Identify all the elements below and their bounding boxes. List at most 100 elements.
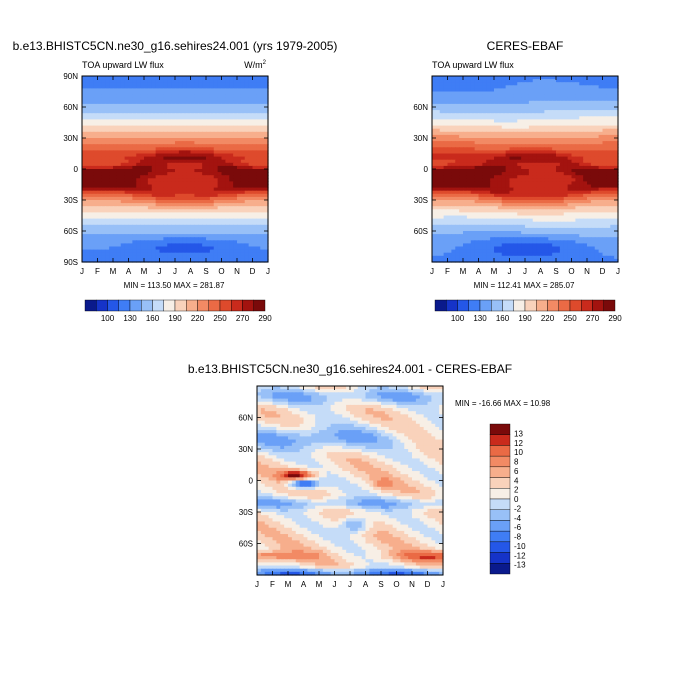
model-panel-cell [229,107,234,111]
model-panel-cell [105,224,110,229]
model-panel-cell [240,231,246,235]
model-panel-cell [229,144,234,148]
obs-panel-cell [594,88,600,93]
model-panel-cell [144,169,149,173]
model-panel-cell [248,156,254,161]
model-panel-cell [248,234,254,238]
obs-panel-cell [443,150,449,155]
obs-panel-cell [494,138,499,142]
model-panel-cell [93,243,99,248]
model-panel-cell [186,258,192,263]
obs-panel-cell [567,116,573,120]
model-panel-cell [97,237,102,241]
obs-panel-cell [463,184,468,189]
obs-panel-cell [614,187,619,192]
obs-panel-cell [602,116,607,120]
obs-panel-cell [517,190,522,195]
obs-panel-cell [567,125,573,130]
obs-panel-cell [567,85,573,89]
obs-panel-cell [556,141,561,145]
model-panel-cell [116,150,122,155]
obs-panel-cell [598,141,604,145]
model-panel-cell [144,175,149,179]
model-panel-cell [175,88,180,93]
obs-panel-cell [590,159,596,164]
model-panel-cell [209,196,215,201]
obs-panel-cell [521,153,526,158]
model-panel-cell [82,91,87,96]
obs-panel-cell [466,88,472,93]
model-panel-cell [240,203,246,207]
obs-panel-cell [447,122,452,127]
model-panel-cell [116,138,122,142]
model-panel-cell [252,94,257,99]
obs-panel-cell [443,113,449,117]
obs-panel-cell [598,184,604,189]
model-panel-cell [82,128,87,133]
model-panel-cell [109,128,114,133]
model-panel-cell [182,224,188,229]
model-panel-cell [206,181,211,186]
obs-panel-cell [559,79,565,83]
model-panel-cell [132,203,137,207]
units-exponent: 2 [263,60,267,66]
model-panel-cell [264,231,269,235]
obs-panel-cell [536,122,542,127]
obs-panel-cell [598,193,604,198]
model-panel-cell [198,196,203,201]
model-panel-cell [217,138,223,142]
model-panel-cell [233,141,238,145]
model-panel-cell [190,234,195,238]
obs-panel-cell [610,119,615,124]
model-panel-cell [198,246,203,251]
model-panel-cell [264,150,269,155]
model-panel-cell [240,156,246,161]
model-panel-cell [163,119,168,124]
obs-panel-cell [548,196,553,201]
model-panel-cell [175,234,180,238]
model-panel-cell [85,200,91,204]
obs-panel-cell [490,165,495,170]
model-panel-cell [89,184,95,189]
model-panel-cell [225,243,230,248]
model-panel-cell [147,215,153,220]
obs-panel-cell [466,116,472,120]
model-panel-cell [167,209,172,213]
model-panel-cell [101,113,106,117]
model-panel-cell [140,165,145,170]
model-panel-cell [206,159,211,164]
model-panel-cell [120,103,126,108]
obs-panel-cell [443,203,449,207]
model-panel-cell [101,134,106,139]
obs-panel-cell [548,190,553,195]
model-panel-cell [155,150,161,155]
obs-panel-cell [598,122,604,127]
model-panel-cell [101,165,106,170]
model-panel-cell [190,240,195,244]
obs-panel-cell [540,150,545,155]
model-panel-cell [151,159,157,164]
model-panel-cell [186,79,192,83]
obs-panel-cell [556,131,561,136]
obs-panel-cell [501,165,507,170]
panel1-field-label: TOA upward LW flux [82,60,164,70]
obs-panel-cell [474,190,480,195]
model-panel-cell [151,240,157,244]
obs-panel-cell [598,107,604,111]
model-panel-cell [256,258,261,263]
model-panel-cell [124,187,130,192]
model-panel-cell [132,243,137,248]
model-panel-cell [252,134,257,139]
obs-panel-cell [614,153,619,158]
model-panel-cell [144,100,149,105]
model-panel-cell [202,116,207,120]
model-panel-cell [132,193,137,198]
model-panel-cell [113,128,118,133]
obs-panel-cell [556,175,561,179]
model-panel-cell [194,255,199,260]
model-panel-cell [175,190,180,195]
model-panel-cell [194,178,199,182]
model-panel-cell [144,200,149,204]
model-panel-cell [93,237,99,241]
model-panel-cell [198,193,203,198]
